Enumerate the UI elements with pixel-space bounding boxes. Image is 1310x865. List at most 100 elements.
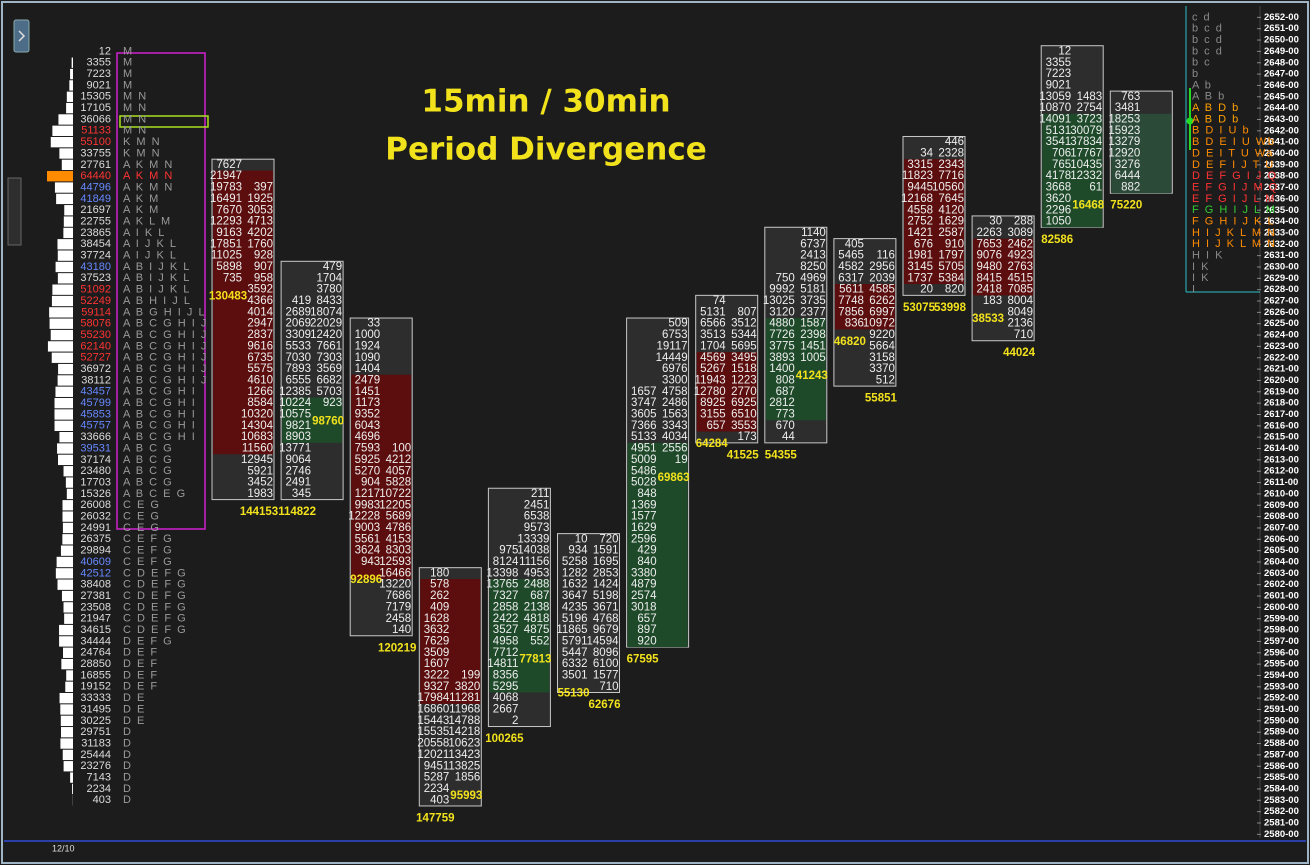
y-tick-label: 2641-00 — [1264, 137, 1299, 148]
cell-volume: 2858 — [493, 601, 519, 613]
y-tick-label: 2650-00 — [1264, 35, 1299, 46]
profile-volume: 55100 — [80, 136, 111, 148]
cell-volume: 5465 — [838, 250, 864, 262]
profile-letters: D E — [123, 703, 146, 715]
cell-volume: 6753 — [662, 329, 688, 341]
profile-letters: C D E F G — [123, 624, 187, 636]
profile-volume: 58076 — [80, 318, 111, 330]
profile-volume: 42512 — [80, 567, 111, 579]
cell-volume: 7593 — [355, 443, 381, 455]
cell-volume: 1856 — [455, 772, 481, 784]
y-tick-label: 2646-00 — [1264, 80, 1299, 91]
profile-volume: 36066 — [80, 113, 111, 125]
profile-volume: 38454 — [80, 238, 111, 250]
cell-volume: 4875 — [524, 624, 550, 636]
cell-volume: 6682 — [317, 374, 343, 386]
profile-volume: 37174 — [80, 454, 111, 466]
y-tick-label: 2618-00 — [1264, 398, 1299, 409]
cell-volume: 4153 — [386, 533, 412, 545]
cell-volume: 4014 — [247, 306, 273, 318]
profile-bar — [64, 205, 73, 216]
profile-bar — [60, 727, 73, 738]
y-tick-label: 2607-00 — [1264, 522, 1299, 533]
profile-letters: D E F — [123, 658, 159, 670]
profile-letters: M — [123, 45, 134, 57]
profile-bar — [64, 613, 73, 624]
profile-volume: 29751 — [80, 726, 111, 738]
cell-volume: 3513 — [700, 329, 726, 341]
cell-volume: 17984 — [417, 692, 450, 704]
cell-volume: 5009 — [631, 454, 657, 466]
cell-volume: 4582 — [838, 261, 864, 273]
cell-volume: 9573 — [524, 522, 550, 534]
profile-letters: A K M — [123, 204, 160, 216]
profile-bar — [61, 159, 73, 171]
cell-volume: 14038 — [517, 545, 549, 557]
cell-volume: 2574 — [631, 590, 657, 602]
toggle-button[interactable] — [13, 19, 30, 53]
cell-volume: 2398 — [800, 329, 826, 341]
cell-volume: 3509 — [424, 647, 450, 659]
cell-volume: 2596 — [631, 533, 657, 545]
cell-volume: 9327 — [424, 681, 450, 693]
cell-volume: 479 — [323, 261, 342, 273]
profile-volume: 12 — [99, 45, 111, 57]
current-dot — [1186, 117, 1194, 125]
cell-volume: 3495 — [731, 352, 757, 364]
cell-volume: 773 — [776, 409, 795, 421]
cell-volume: 15923 — [1108, 125, 1140, 137]
profile-letters: C D E F G — [123, 567, 187, 579]
profile-letters: D — [123, 726, 132, 738]
cell-volume: 37834 — [1070, 136, 1103, 148]
y-tick-label: 2634-00 — [1264, 216, 1299, 227]
cell-volume: 4923 — [1008, 250, 1034, 262]
cell-volume: 345 — [292, 488, 311, 500]
profile-volume: 27761 — [80, 159, 111, 171]
profile-letters: A B C G — [123, 476, 173, 488]
cell-volume: 2377 — [800, 306, 826, 318]
profile-volume: 30225 — [80, 715, 111, 727]
cell-volume: 2947 — [247, 318, 273, 330]
y-tick-label: 2587-00 — [1264, 749, 1299, 760]
profile-letters: D E F — [123, 669, 159, 681]
cell-volume: 3315 — [907, 159, 933, 171]
cell-volume: 3747 — [631, 397, 657, 409]
y-tick-label: 2636-00 — [1264, 193, 1299, 204]
column-total: 82586 — [1041, 234, 1073, 246]
cell-volume: 9679 — [593, 624, 619, 636]
profile-letters: C E F G — [123, 556, 173, 568]
cell-volume: 1760 — [247, 238, 273, 250]
cell-volume: 2462 — [1008, 238, 1034, 250]
cell-volume: 1223 — [731, 374, 757, 386]
cell-volume: 15535 — [417, 726, 449, 738]
cell-volume: 2343 — [938, 159, 964, 171]
cell-volume: 975 — [499, 545, 518, 557]
profile-bar — [52, 125, 73, 136]
cell-volume: 6976 — [662, 363, 688, 375]
cell-volume: 9003 — [355, 522, 381, 534]
cell-volume: 34 — [920, 148, 933, 160]
sidebar-toggle[interactable] — [13, 19, 30, 53]
y-tick-label: 2638-00 — [1264, 171, 1299, 182]
cell-volume: 3775 — [769, 340, 795, 352]
cell-volume: 1629 — [631, 522, 657, 534]
profile-letters: A I J K L — [123, 250, 177, 262]
cell-volume: 1266 — [247, 386, 273, 398]
profile-letters: D — [123, 771, 132, 783]
chart-title: 15min / 30min — [421, 84, 670, 120]
candle-body — [351, 374, 412, 580]
cell-volume: 5828 — [386, 477, 412, 489]
profile-volume: 27381 — [80, 590, 111, 602]
y-tick-label: 2637-00 — [1264, 182, 1299, 193]
cell-volume: 2556 — [662, 443, 688, 455]
profile-volume: 44796 — [80, 181, 111, 193]
tpo-letters: b — [1192, 68, 1200, 80]
cell-volume: 11823 — [902, 170, 933, 182]
candle-body — [489, 579, 550, 693]
profile-bar — [57, 579, 73, 590]
cell-volume: 13771 — [279, 443, 311, 455]
profile-letters: C E G — [123, 522, 160, 534]
cell-volume: 687 — [776, 386, 795, 398]
cell-volume: 13339 — [517, 533, 549, 545]
cell-volume: 670 — [776, 420, 795, 432]
